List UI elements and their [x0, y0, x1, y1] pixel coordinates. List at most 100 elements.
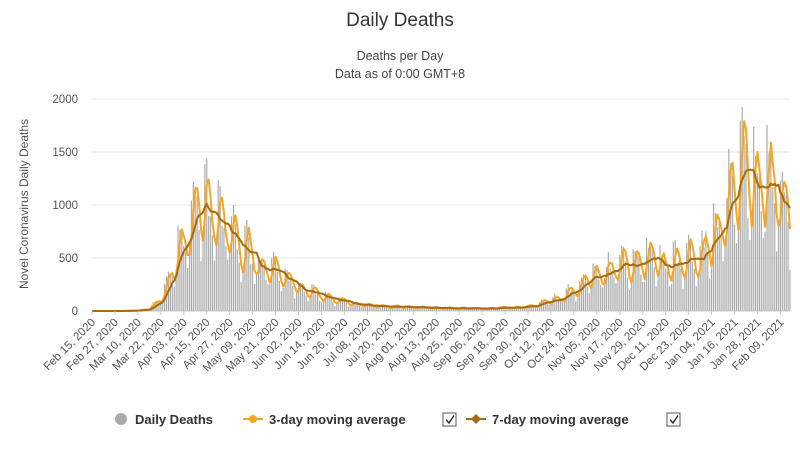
daily-deaths-bar [387, 308, 390, 311]
daily-deaths-bar [376, 306, 378, 311]
daily-deaths-bar [777, 223, 780, 311]
daily-deaths-bar [691, 261, 694, 311]
daily-deaths-bar [682, 288, 684, 311]
daily-deaths-bar [359, 305, 361, 311]
legend-item-daily-deaths[interactable]: Daily Deaths [115, 412, 213, 427]
daily-deaths-bar [196, 195, 198, 311]
daily-deaths-bar [571, 287, 573, 311]
daily-deaths-bar [743, 135, 745, 311]
daily-deaths-bar [450, 307, 453, 311]
daily-deaths-bar [422, 306, 424, 311]
daily-deaths-bar [286, 270, 288, 311]
daily-deaths-bar [470, 308, 472, 311]
daily-deaths-bar [389, 308, 391, 311]
daily-deaths-bar [705, 231, 707, 311]
daily-deaths-bar [194, 186, 196, 311]
checkbox-7-day-box [666, 412, 681, 427]
chart-subtitle-line-1: Deaths per Day [357, 49, 445, 63]
daily-deaths-bar [449, 307, 451, 311]
daily-deaths-bar [544, 300, 546, 311]
daily-deaths-bar [311, 284, 313, 311]
checkbox-3-day-check-icon [445, 415, 455, 425]
daily-deaths-bar [362, 306, 365, 311]
daily-deaths-bar [435, 307, 437, 311]
daily-deaths-bar [282, 287, 284, 311]
chart-title: Daily Deaths [346, 10, 454, 31]
daily-deaths-bar [722, 261, 724, 311]
daily-deaths-bar [716, 227, 718, 311]
daily-deaths-bar [745, 143, 747, 311]
daily-deaths-bar [628, 289, 630, 311]
daily-deaths-bar [525, 305, 527, 311]
daily-deaths-bar [617, 278, 619, 311]
daily-deaths-bar [213, 260, 215, 311]
daily-deaths-bar [651, 249, 653, 311]
legend-label-daily-deaths: Daily Deaths [135, 412, 213, 427]
daily-deaths-bar [724, 239, 726, 311]
daily-deaths-bar [672, 241, 674, 311]
daily-deaths-bar [414, 308, 416, 311]
daily-deaths-bar [514, 306, 516, 311]
daily-deaths-bar [475, 308, 477, 311]
y-tick-label: 2000 [52, 94, 78, 106]
daily-deaths-bar [707, 253, 709, 311]
legend-item-3-day-moving-average[interactable]: 3-day moving average [243, 412, 406, 427]
legend-checkbox-7-day[interactable] [666, 412, 681, 427]
daily-deaths-bar [697, 275, 699, 311]
daily-deaths-bar [670, 284, 673, 311]
daily-deaths-bar [600, 285, 602, 311]
daily-deaths-bar [720, 237, 722, 311]
daily-deaths-bar [454, 309, 456, 311]
y-tick-label: 0 [72, 306, 78, 318]
daily-deaths-bar [318, 300, 321, 311]
legend-item-7-day-moving-average[interactable]: 7-day moving average [466, 412, 629, 427]
daily-deaths-bar [284, 268, 286, 311]
daily-deaths-bar [582, 274, 585, 311]
moving-average-lines [92, 120, 791, 312]
daily-deaths-bar [781, 172, 783, 311]
daily-deaths-bar [477, 308, 479, 311]
daily-deaths-bar [351, 302, 353, 311]
daily-deaths-bar [248, 237, 250, 311]
daily-deaths-bar [741, 107, 743, 312]
daily-deaths-bar [179, 229, 181, 311]
daily-deaths-bar [223, 227, 225, 311]
daily-deaths-bar [353, 302, 355, 311]
daily-deaths-bar [462, 307, 464, 311]
daily-deaths-bar [267, 283, 269, 311]
daily-deaths-bar [188, 244, 191, 311]
daily-deaths-bar [244, 225, 246, 311]
daily-deaths-bar [219, 186, 221, 311]
daily-deaths-bar [263, 265, 265, 311]
daily-deaths-bar [623, 247, 625, 311]
daily-deaths-bar [753, 126, 755, 311]
daily-deaths-bar [280, 290, 282, 311]
daily-deaths-bar [649, 242, 651, 311]
daily-deaths-bar [787, 221, 789, 311]
daily-deaths-bar [273, 251, 275, 311]
daily-deaths-bar [370, 305, 372, 311]
daily-deaths-bar [533, 306, 535, 311]
daily-deaths-bar [588, 293, 590, 311]
daily-deaths-bar [347, 306, 349, 311]
daily-deaths-bar [494, 309, 497, 311]
daily-deaths-bar [577, 293, 579, 311]
legend-checkbox-3-day[interactable] [442, 412, 457, 427]
daily-deaths-bar [332, 301, 334, 311]
daily-deaths-bar [378, 304, 380, 311]
daily-deaths-bar [711, 268, 713, 311]
daily-deaths-bar [468, 309, 470, 311]
daily-deaths-bar [261, 258, 263, 311]
daily-deaths-bar [754, 156, 757, 311]
daily-deaths-bar [764, 231, 766, 311]
daily-deaths-bar [558, 299, 560, 311]
daily-deaths-bar [596, 268, 598, 311]
daily-deaths-bar [760, 211, 762, 311]
daily-deaths-bar [416, 308, 418, 311]
legend-label-7-day-moving-average: 7-day moving average [492, 412, 629, 427]
daily-deaths-bar [523, 307, 525, 311]
daily-deaths-bar [728, 148, 730, 311]
y-tick-label: 1000 [52, 200, 78, 212]
chart-subtitle-line-2: Data as of 0:00 GMT+8 [335, 67, 465, 81]
daily-deaths-bar [443, 308, 445, 311]
